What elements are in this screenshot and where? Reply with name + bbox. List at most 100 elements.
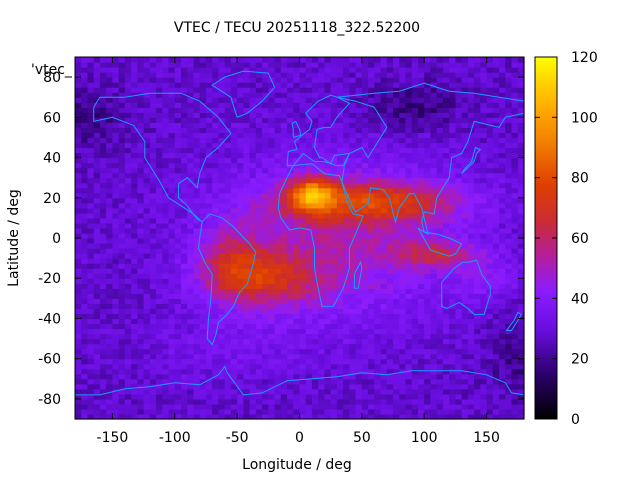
heatmap-cell <box>449 373 457 380</box>
heatmap-cell <box>417 102 425 108</box>
heatmap-cell <box>199 152 207 159</box>
heatmap-cell <box>156 172 163 179</box>
heatmap-cell <box>499 383 506 390</box>
heatmap-cell <box>486 363 494 370</box>
heatmap-cell <box>311 162 319 169</box>
heatmap-cell <box>492 162 500 169</box>
heatmap-cell <box>75 162 82 169</box>
heatmap-cell <box>230 72 238 78</box>
heatmap-cell <box>505 293 513 299</box>
heatmap-cell <box>280 192 288 199</box>
heatmap-cell <box>393 142 400 149</box>
heatmap-cell <box>262 378 269 385</box>
heatmap-cell <box>461 97 469 103</box>
heatmap-cell <box>474 388 481 395</box>
heatmap-cell <box>280 157 288 164</box>
heatmap-cell <box>393 253 400 259</box>
heatmap-cell <box>361 263 369 269</box>
heatmap-cell <box>287 157 294 164</box>
heatmap-cell <box>274 97 282 103</box>
heatmap-cell <box>355 72 363 78</box>
heatmap-cell <box>492 87 500 93</box>
heatmap-cell <box>193 298 201 304</box>
heatmap-cell <box>280 87 288 93</box>
heatmap-cell <box>430 107 438 113</box>
heatmap-cell <box>81 162 89 169</box>
heatmap-cell <box>436 167 444 174</box>
heatmap-cell <box>492 278 500 284</box>
heatmap-cell <box>374 57 382 63</box>
heatmap-cell <box>81 363 89 370</box>
heatmap-cell <box>336 413 344 420</box>
heatmap-cell <box>137 127 145 134</box>
heatmap-cell <box>218 97 226 103</box>
heatmap-cell <box>436 403 444 410</box>
heatmap-cell <box>205 318 213 325</box>
heatmap-cell <box>343 243 350 249</box>
heatmap-cell <box>137 278 145 284</box>
heatmap-cell <box>299 308 307 315</box>
heatmap-cell <box>181 328 188 335</box>
heatmap-cell <box>143 293 151 299</box>
heatmap-cell <box>112 328 120 335</box>
heatmap-cell <box>124 363 132 370</box>
heatmap-cell <box>287 273 294 279</box>
heatmap-cell <box>486 207 494 214</box>
heatmap-cell <box>87 202 95 209</box>
heatmap-cell <box>81 328 89 335</box>
heatmap-cell <box>299 232 307 239</box>
heatmap-cell <box>505 308 513 315</box>
heatmap-cell <box>405 238 413 244</box>
heatmap-cell <box>386 408 394 415</box>
heatmap-cell <box>361 383 369 390</box>
heatmap-cell <box>174 258 182 264</box>
heatmap-cell <box>436 243 444 249</box>
heatmap-cell <box>106 283 114 289</box>
heatmap-cell <box>442 192 450 199</box>
heatmap-cell <box>293 152 301 159</box>
heatmap-cell <box>361 77 369 83</box>
heatmap-cell <box>417 238 425 244</box>
heatmap-cell <box>293 132 301 139</box>
heatmap-cell <box>187 97 195 103</box>
heatmap-cell <box>118 393 126 400</box>
heatmap-cell <box>193 202 201 209</box>
heatmap-cell <box>75 248 82 254</box>
heatmap-cell <box>311 378 319 385</box>
heatmap-cell <box>330 177 338 184</box>
heatmap-cell <box>174 383 182 390</box>
heatmap-cell <box>411 107 419 113</box>
heatmap-cell <box>430 212 438 219</box>
heatmap-cell <box>330 388 338 395</box>
heatmap-cell <box>162 222 170 229</box>
heatmap-cell <box>81 77 89 83</box>
heatmap-cell <box>399 358 407 365</box>
heatmap-cell <box>193 147 201 154</box>
heatmap-cell <box>156 383 163 390</box>
heatmap-cell <box>349 253 357 259</box>
heatmap-cell <box>149 398 157 405</box>
heatmap-cell <box>474 142 481 149</box>
heatmap-cell <box>424 197 432 204</box>
heatmap-cell <box>417 87 425 93</box>
heatmap-cell <box>249 157 257 164</box>
heatmap-cell <box>112 308 120 315</box>
heatmap-cell <box>361 182 369 189</box>
heatmap-cell <box>131 87 138 93</box>
heatmap-cell <box>405 323 413 330</box>
heatmap-cell <box>75 67 82 73</box>
heatmap-cell <box>442 147 450 154</box>
heatmap-cell <box>218 253 226 259</box>
heatmap-cell <box>106 167 114 174</box>
heatmap-cell <box>368 192 375 199</box>
heatmap-cell <box>249 333 257 340</box>
heatmap-cell <box>417 258 425 264</box>
heatmap-cell <box>106 383 114 390</box>
heatmap-cell <box>405 363 413 370</box>
heatmap-cell <box>149 348 157 355</box>
heatmap-cell <box>305 97 313 103</box>
heatmap-cell <box>87 348 95 355</box>
heatmap-cell <box>262 137 269 144</box>
heatmap-cell <box>212 248 220 254</box>
heatmap-cell <box>343 172 350 179</box>
